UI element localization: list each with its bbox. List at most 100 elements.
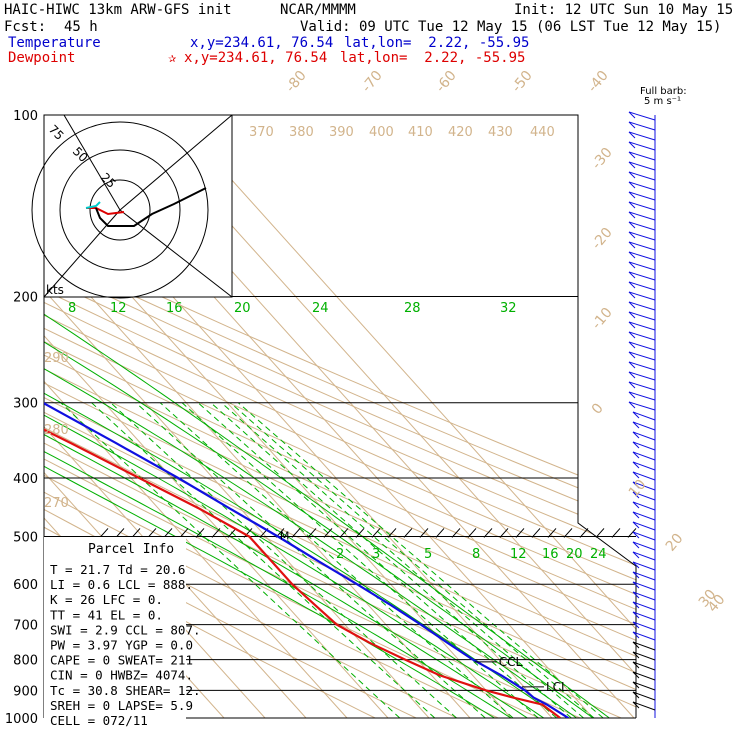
wind-barb-flag bbox=[632, 621, 640, 629]
wind-barb bbox=[628, 151, 656, 161]
wind-barb bbox=[628, 391, 656, 401]
wind-barb-flag bbox=[628, 131, 636, 139]
wind-barb-flag bbox=[632, 441, 640, 449]
wind-barb-flag bbox=[628, 371, 636, 379]
hatch-mark bbox=[179, 528, 189, 538]
parcel-info-title: Parcel Info bbox=[88, 542, 174, 557]
mixing-ratio-label: 20 bbox=[234, 301, 251, 316]
isotherm-label: -70 bbox=[359, 68, 386, 96]
barb-legend-title: Full barb: bbox=[640, 86, 687, 97]
pressure-tick-label: 1000 bbox=[5, 712, 38, 727]
dry-adiabat-line bbox=[44, 115, 636, 718]
hatch-mark bbox=[387, 528, 397, 538]
hatch-mark bbox=[115, 528, 125, 538]
hatch-mark bbox=[499, 528, 509, 538]
isotherm-line bbox=[44, 115, 389, 718]
parcel-info-row: CAPE = 0 SWEAT= 211 bbox=[50, 653, 193, 668]
org-label: NCAR/MMMM bbox=[280, 2, 356, 18]
wind-barb-flag bbox=[632, 591, 640, 599]
wind-barb bbox=[632, 571, 656, 581]
wind-barb-flag bbox=[632, 571, 640, 579]
hodograph-unit-label: kts bbox=[46, 283, 64, 297]
wind-barb bbox=[628, 281, 656, 291]
mixing-ratio-line bbox=[110, 402, 457, 718]
theta-label: 290 bbox=[44, 351, 69, 366]
wind-barb bbox=[628, 381, 656, 391]
wind-barb-flag bbox=[628, 391, 636, 399]
wind-barb-flag bbox=[632, 561, 640, 569]
parcel-info-row: Tc = 30.8 SHEAR= 12. bbox=[50, 683, 201, 698]
isotherm-label: -40 bbox=[585, 68, 612, 96]
dewpoint-latlon: lat,lon= 2.22, -55.95 bbox=[340, 50, 526, 66]
dry-adiabat-line bbox=[44, 115, 636, 718]
wind-barb-flag bbox=[628, 151, 636, 159]
isotherm-label: -20 bbox=[589, 225, 616, 253]
parcel-info-row: K = 26 LFC = 0. bbox=[50, 592, 163, 607]
hatch-mark bbox=[291, 528, 301, 538]
theta-label: 270 bbox=[44, 496, 69, 511]
wind-barb bbox=[632, 441, 656, 451]
wind-barb-flag bbox=[632, 671, 640, 679]
wind-barb bbox=[632, 481, 656, 491]
wind-barb bbox=[632, 691, 656, 701]
wind-barb-flag bbox=[632, 501, 640, 509]
hodograph-trace-upper bbox=[95, 187, 207, 227]
wind-barb bbox=[632, 591, 656, 601]
mixing-ratio-label: 5 bbox=[424, 547, 432, 562]
wind-barb bbox=[628, 271, 656, 281]
mixing-ratio-label: 32 bbox=[500, 301, 517, 316]
dewpoint-xy: x,y=234.61, 76.54 bbox=[184, 50, 328, 66]
hodograph-axis bbox=[63, 114, 121, 211]
wind-barb bbox=[632, 681, 656, 691]
wind-barb-flag bbox=[632, 471, 640, 479]
wind-barb-flag bbox=[632, 491, 640, 499]
isotherm-line bbox=[44, 115, 430, 718]
wind-barb bbox=[628, 261, 656, 271]
mixing-ratio-label: 16 bbox=[542, 547, 559, 562]
wind-barb-flag bbox=[632, 521, 640, 529]
hatch-mark bbox=[147, 528, 157, 538]
mixing-ratio-label: 24 bbox=[590, 547, 607, 562]
hatch-mark bbox=[467, 528, 477, 538]
dry-adiabat-line bbox=[44, 115, 636, 718]
wind-barb bbox=[628, 211, 656, 221]
dry-adiabat-line bbox=[44, 115, 636, 718]
forecast-hour: 45 h bbox=[64, 19, 98, 35]
wind-barb bbox=[628, 111, 656, 121]
pressure-tick-label: 100 bbox=[13, 109, 38, 124]
wind-barb bbox=[628, 171, 656, 181]
wind-barb-flag bbox=[632, 551, 640, 559]
mixing-ratio-line bbox=[159, 402, 514, 718]
wind-barb bbox=[632, 411, 656, 421]
mixing-ratio-label: 2 bbox=[336, 547, 344, 562]
wind-barb-flag bbox=[632, 691, 640, 699]
wind-barb bbox=[628, 331, 656, 341]
isotherm-label: -30 bbox=[589, 145, 616, 173]
hatch-mark bbox=[323, 528, 333, 538]
hatch-mark bbox=[355, 528, 365, 538]
wind-barb bbox=[628, 161, 656, 171]
pressure-tick-label: 500 bbox=[13, 530, 38, 545]
isotherm-label: 20 bbox=[663, 531, 687, 555]
wind-barb-flag bbox=[628, 211, 636, 219]
mixing-ratio-label: 12 bbox=[110, 301, 127, 316]
mixing-ratio-line bbox=[221, 402, 584, 718]
wind-barb-flag bbox=[628, 171, 636, 179]
wind-barb-flag bbox=[628, 271, 636, 279]
hatch-mark bbox=[227, 528, 237, 538]
hatch-mark bbox=[419, 528, 429, 538]
wind-barb-flag bbox=[632, 411, 640, 419]
dry-adiabat-line bbox=[44, 115, 636, 718]
wind-barb-flag bbox=[628, 261, 636, 269]
wind-barb-flag bbox=[628, 401, 636, 409]
hatch-mark bbox=[99, 528, 109, 538]
wind-barb-flag bbox=[628, 341, 636, 349]
wind-barb bbox=[628, 251, 656, 261]
hatch-mark bbox=[627, 528, 637, 538]
hatch-mark bbox=[531, 528, 541, 538]
dewpoint-legend-label: Dewpoint bbox=[8, 50, 76, 66]
theta-label: 410 bbox=[408, 125, 433, 140]
wind-barb-flag bbox=[632, 481, 640, 489]
pressure-tick-label: 900 bbox=[13, 684, 38, 699]
wind-barb-flag bbox=[628, 251, 636, 259]
